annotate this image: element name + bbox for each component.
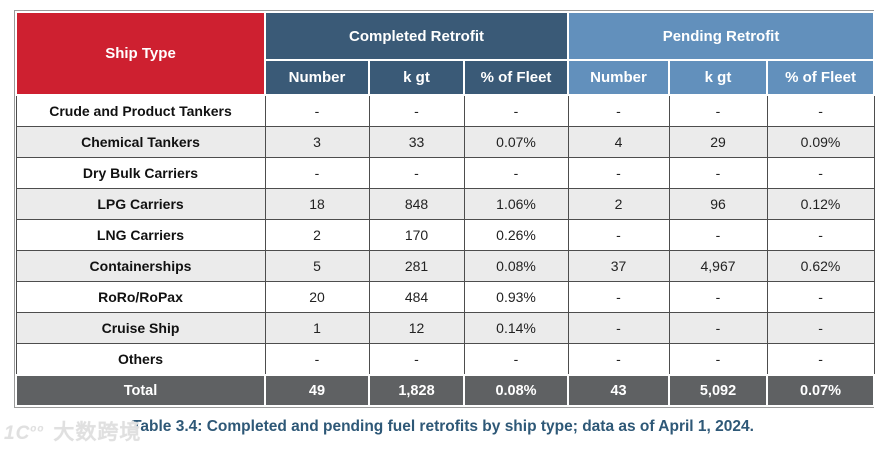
- cell: -: [368, 94, 465, 127]
- cell: 848: [368, 188, 465, 220]
- cell: 0.93%: [463, 281, 569, 313]
- cell: -: [463, 343, 569, 376]
- completed-number-header: Number: [264, 59, 370, 96]
- completed-retrofit-header: Completed Retrofit: [263, 10, 570, 62]
- ship-type-header: Ship Type: [15, 11, 266, 96]
- retrofit-table: Ship Type Completed Retrofit Pending Ret…: [14, 10, 875, 408]
- cell: -: [766, 157, 875, 189]
- cell: 37: [567, 250, 670, 282]
- watermark-logo-icon: 1Coo: [4, 423, 45, 444]
- cell: -: [567, 312, 670, 344]
- cell: 170: [368, 219, 465, 251]
- cell: 484: [368, 281, 465, 313]
- total-cell: 0.07%: [766, 374, 875, 407]
- pending-kgt-header: k gt: [668, 59, 769, 96]
- cell: 2: [264, 219, 370, 251]
- row-label: LPG Carriers: [15, 188, 266, 220]
- table-row: LNG Carriers 2 170 0.26% - - -: [15, 219, 875, 251]
- row-label: Cruise Ship: [15, 312, 266, 344]
- cell: 12: [368, 312, 465, 344]
- cell: 20: [264, 281, 370, 313]
- cell: 4: [567, 126, 670, 158]
- cell: -: [668, 343, 768, 376]
- watermark-text: 大数跨境: [53, 421, 142, 444]
- header-group-row: Ship Type Completed Retrofit Pending Ret…: [15, 10, 875, 96]
- row-label: LNG Carriers: [15, 219, 266, 251]
- completed-kgt-header: k gt: [368, 59, 465, 96]
- table-row: Chemical Tankers 3 33 0.07% 4 29 0.09%: [15, 126, 875, 158]
- cell: -: [668, 94, 768, 127]
- cell: 0.08%: [463, 250, 569, 282]
- row-label: Others: [15, 343, 266, 376]
- cell: -: [567, 281, 670, 313]
- table-row: LPG Carriers 18 848 1.06% 2 96 0.12%: [15, 188, 875, 220]
- total-row: Total 49 1,828 0.08% 43 5,092 0.07%: [15, 374, 875, 407]
- cell: -: [264, 94, 370, 127]
- cell: -: [668, 281, 768, 313]
- cell: -: [463, 94, 569, 127]
- cell: 0.26%: [463, 219, 569, 251]
- total-cell: 49: [264, 374, 370, 407]
- total-label: Total: [15, 374, 266, 407]
- total-cell: 5,092: [668, 374, 769, 407]
- table-caption: Table 3.4: Completed and pending fuel re…: [132, 418, 754, 435]
- cell: -: [368, 343, 465, 376]
- pending-number-header: Number: [567, 59, 671, 96]
- cell: -: [668, 219, 768, 251]
- cell: -: [567, 94, 670, 127]
- cell: -: [766, 219, 875, 251]
- completed-pct-fleet-header: % of Fleet: [462, 59, 570, 96]
- table-row: Others - - - - - -: [15, 343, 875, 376]
- cell: -: [668, 312, 768, 344]
- total-cell: 0.08%: [462, 374, 570, 407]
- cell: 33: [368, 126, 465, 158]
- cell: 0.09%: [766, 126, 875, 158]
- row-label: Crude and Product Tankers: [15, 94, 266, 127]
- cell: 29: [668, 126, 768, 158]
- row-label: Chemical Tankers: [15, 126, 266, 158]
- table-row: Containerships 5 281 0.08% 37 4,967 0.62…: [15, 250, 875, 282]
- cell: -: [567, 343, 670, 376]
- watermark: 1Coo 大数跨境: [4, 416, 141, 446]
- retrofit-data-table: Ship Type Completed Retrofit Pending Ret…: [15, 10, 875, 407]
- cell: -: [567, 157, 670, 189]
- header-subcolumn-row: Number k gt % of Fleet Number k gt % of …: [16, 59, 875, 96]
- pending-pct-fleet-header: % of Fleet: [766, 59, 875, 96]
- cell: 281: [368, 250, 465, 282]
- cell: 0.62%: [766, 250, 875, 282]
- table-row: Crude and Product Tankers - - - - - -: [15, 94, 875, 127]
- cell: -: [668, 157, 768, 189]
- cell: -: [766, 343, 875, 376]
- cell: -: [264, 157, 370, 189]
- total-cell: 1,828: [368, 374, 465, 407]
- cell: 1: [264, 312, 370, 344]
- cell: 5: [264, 250, 370, 282]
- pending-retrofit-header: Pending Retrofit: [567, 10, 875, 62]
- cell: 96: [668, 188, 768, 220]
- row-label: RoRo/RoPax: [15, 281, 266, 313]
- cell: 1.06%: [463, 188, 569, 220]
- cell: 2: [567, 188, 670, 220]
- cell: -: [766, 94, 875, 127]
- cell: 0.14%: [463, 312, 569, 344]
- cell: -: [567, 219, 670, 251]
- table-row: Dry Bulk Carriers - - - - - -: [15, 157, 875, 189]
- row-label: Dry Bulk Carriers: [15, 157, 266, 189]
- cell: -: [766, 281, 875, 313]
- cell: -: [766, 312, 875, 344]
- cell: 3: [264, 126, 370, 158]
- cell: 4,967: [668, 250, 768, 282]
- cell: 18: [264, 188, 370, 220]
- cell: -: [463, 157, 569, 189]
- cell: -: [368, 157, 465, 189]
- row-label: Containerships: [15, 250, 266, 282]
- cell: 0.07%: [463, 126, 569, 158]
- total-cell: 43: [567, 374, 671, 407]
- cell: 0.12%: [766, 188, 875, 220]
- table-row: Cruise Ship 1 12 0.14% - - -: [15, 312, 875, 344]
- table-row: RoRo/RoPax 20 484 0.93% - - -: [15, 281, 875, 313]
- cell: -: [264, 343, 370, 376]
